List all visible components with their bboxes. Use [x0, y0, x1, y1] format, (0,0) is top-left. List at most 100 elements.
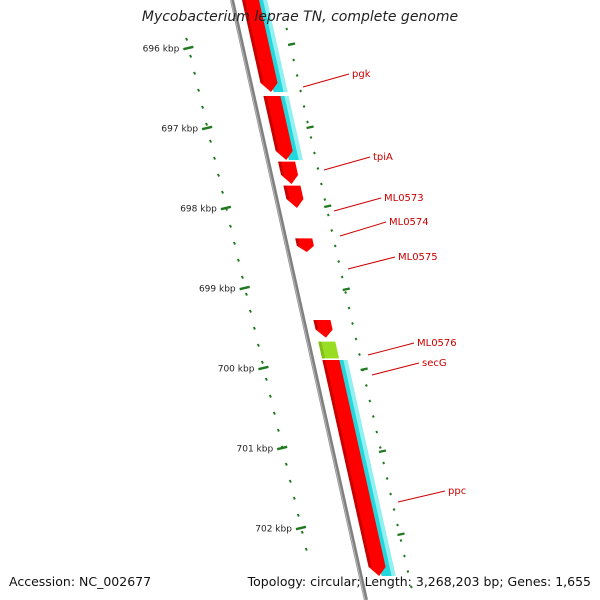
position-minor-tick: [406, 570, 410, 573]
position-minor-tick: [409, 585, 413, 589]
position-minor-tick: [333, 244, 337, 248]
gene-shade-secg: [318, 341, 326, 359]
position-minor-tick: [403, 554, 406, 558]
gene-shade-ml0573: [278, 161, 285, 175]
ruler-minor-tick: [248, 309, 252, 313]
gene-shade-ml0574: [283, 185, 290, 199]
gene-label-ml0574[interactable]: ML0574: [389, 217, 429, 228]
position-minor-tick: [371, 415, 375, 418]
gene-label-ml0576[interactable]: ML0576: [417, 338, 457, 349]
gene-label-secg[interactable]: secG: [422, 358, 447, 369]
gene-shade-ml0575: [295, 238, 300, 246]
position-minor-tick: [351, 322, 354, 325]
position-minor-tick: [309, 136, 313, 139]
accession-label: Accession: NC_002677: [9, 574, 152, 589]
gene-layer: [242, 0, 386, 576]
ruler-minor-tick: [240, 275, 244, 279]
gene-leader-pgk: [302, 73, 350, 88]
label-layer: pgk tpiA ML0573 ML0574 ML0575 ML0576 secG ppc: [302, 69, 466, 503]
ruler-minor-tick: [232, 241, 236, 245]
position-minor-tick: [358, 353, 361, 356]
gene-arrow-tpia[interactable]: [263, 96, 293, 160]
ruler-tick-label: 701 kbp: [237, 445, 274, 455]
gene-leader-ml0574: [339, 221, 387, 237]
ruler-minor-tick: [209, 139, 213, 143]
gene-leader-ppc: [397, 490, 446, 503]
ruler-minor-tick: [213, 156, 217, 160]
ruler-minor-tick: [256, 343, 260, 347]
ruler-minor-tick: [268, 394, 272, 398]
position-minor-tick: [340, 275, 344, 279]
gene-arrow-ml0576[interactable]: [313, 320, 333, 338]
ruler-minor-tick: [292, 496, 296, 500]
ruler-tick-label: 697 kbp: [161, 125, 198, 135]
position-minor-tick: [323, 198, 327, 201]
position-minor-tick: [316, 167, 320, 170]
position-minor-tick: [399, 539, 403, 542]
ruler-minor-tick: [205, 122, 209, 126]
position-minor-tick: [364, 384, 368, 387]
position-major-tick: [323, 204, 332, 209]
gene-shade-ppc: [322, 360, 372, 567]
position-minor-tick: [368, 399, 372, 403]
gene-arrow-ml0574[interactable]: [283, 185, 304, 208]
ruler-minor-tick: [185, 37, 189, 41]
position-minor-tick: [392, 508, 396, 511]
gene-label-ppc[interactable]: ppc: [448, 486, 466, 497]
cds-track-edge-tpia: [284, 96, 303, 160]
position-minor-tick: [326, 213, 330, 217]
ruler-minor-tick: [197, 88, 201, 92]
ruler-minor-tick: [193, 71, 197, 75]
position-minor-tick: [330, 229, 334, 232]
position-minor-tick: [295, 74, 299, 77]
ruler-minor-tick: [236, 258, 240, 262]
gene-arrow-pgk[interactable]: [242, 0, 278, 92]
gene-leader-secg: [371, 362, 420, 376]
position-minor-tick: [299, 89, 302, 93]
gene-arrow-ml0573[interactable]: [278, 161, 299, 184]
position-minor-tick: [285, 27, 289, 31]
position-minor-tick: [375, 430, 379, 434]
genome-summary: Topology: circular; Length: 3,268,203 bp…: [247, 574, 591, 589]
gene-label-ml0573[interactable]: ML0573: [384, 193, 424, 204]
gene-label-ml0575[interactable]: ML0575: [398, 252, 438, 263]
ruler-tick-label: 699 kbp: [199, 285, 236, 295]
position-minor-tick: [344, 291, 347, 294]
ruler-minor-tick: [272, 411, 276, 415]
ruler-minor-tick: [264, 377, 268, 381]
position-minor-tick: [385, 477, 389, 480]
ruler-minor-tick: [288, 479, 292, 483]
ruler-tick-label: 698 kbp: [180, 205, 217, 215]
gene-shade-pgk: [242, 0, 264, 83]
ruler-major-tick: [239, 285, 250, 291]
ruler-tick-label: 696 kbp: [143, 45, 180, 55]
position-minor-tick: [389, 492, 392, 496]
position-minor-tick: [347, 306, 351, 310]
cds-track-edge-pgk: [263, 0, 288, 92]
ruler-minor-tick: [296, 513, 300, 517]
position-major-tick: [306, 125, 314, 130]
gene-leader-ml0576: [367, 342, 415, 356]
position-minor-tick: [319, 182, 323, 186]
gene-label-tpia[interactable]: tpiA: [373, 152, 393, 163]
ruler-minor-tick: [189, 54, 193, 58]
ruler-major-tick: [220, 205, 232, 211]
position-minor-tick: [382, 461, 386, 465]
genome-backbone: [230, 0, 368, 600]
position-major-tick: [342, 287, 350, 292]
ruler-minor-tick: [304, 547, 308, 551]
position-major-tick: [287, 42, 296, 47]
position-minor-tick: [306, 120, 309, 124]
genome-backbone-highlight: [230, 0, 366, 600]
ruler-layer: 696 kbp 697 kbp 698 kbp 699 kbp 700 kbp 701 k…: [143, 27, 413, 589]
gene-shade-ml0576: [313, 320, 319, 330]
ruler-major-tick: [258, 365, 269, 371]
gene-arrow-ml0575[interactable]: [295, 238, 314, 252]
gene-label-pgk[interactable]: pgk: [352, 69, 371, 80]
ruler-minor-tick: [228, 224, 232, 228]
position-minor-tick: [292, 58, 296, 62]
position-minor-tick: [354, 337, 358, 341]
gene-arrow-ppc[interactable]: [322, 360, 386, 576]
